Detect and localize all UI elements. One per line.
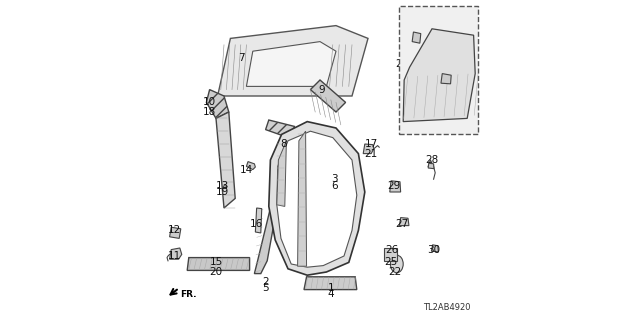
FancyBboxPatch shape (399, 6, 479, 134)
Text: 2: 2 (262, 276, 269, 287)
Polygon shape (246, 162, 255, 170)
Polygon shape (254, 208, 277, 274)
Polygon shape (304, 277, 357, 290)
Polygon shape (364, 144, 374, 154)
Polygon shape (170, 227, 181, 238)
Polygon shape (266, 120, 294, 139)
Text: 21: 21 (365, 148, 378, 159)
Text: 10: 10 (203, 97, 216, 108)
Text: 12: 12 (168, 225, 181, 236)
Text: 17: 17 (365, 139, 378, 149)
Text: 26: 26 (385, 244, 399, 255)
Text: 22: 22 (388, 267, 402, 277)
Text: 30: 30 (427, 244, 440, 255)
Text: 15: 15 (209, 257, 223, 268)
Text: FR.: FR. (180, 290, 196, 299)
Polygon shape (223, 186, 227, 188)
Text: 9: 9 (318, 84, 325, 95)
Ellipse shape (390, 255, 403, 273)
Text: 25: 25 (384, 257, 397, 268)
Polygon shape (206, 90, 229, 118)
Text: 4: 4 (328, 289, 335, 300)
Text: 13: 13 (216, 180, 229, 191)
Text: 18: 18 (203, 107, 216, 117)
Text: 6: 6 (331, 180, 338, 191)
Polygon shape (298, 131, 307, 266)
Text: 3: 3 (331, 174, 338, 184)
Polygon shape (218, 26, 368, 96)
Circle shape (224, 262, 228, 266)
Polygon shape (255, 208, 262, 233)
Polygon shape (216, 112, 236, 208)
Polygon shape (399, 218, 409, 226)
Circle shape (207, 262, 211, 266)
Polygon shape (390, 181, 401, 192)
Polygon shape (277, 131, 357, 267)
Text: 28: 28 (426, 155, 438, 165)
Polygon shape (269, 122, 365, 275)
Polygon shape (187, 258, 250, 270)
Text: 16: 16 (250, 219, 262, 229)
Text: 24: 24 (432, 81, 445, 92)
Text: 11: 11 (168, 251, 181, 261)
FancyBboxPatch shape (384, 248, 397, 261)
Polygon shape (310, 80, 346, 112)
Text: 1: 1 (328, 283, 335, 293)
Text: 19: 19 (216, 187, 229, 197)
Circle shape (198, 262, 202, 266)
Polygon shape (403, 29, 475, 122)
Circle shape (233, 262, 237, 266)
Circle shape (216, 262, 220, 266)
Circle shape (190, 262, 194, 266)
Text: 23: 23 (395, 59, 408, 69)
Text: 8: 8 (280, 139, 287, 149)
Polygon shape (428, 163, 434, 169)
Polygon shape (246, 42, 336, 86)
Polygon shape (277, 141, 287, 206)
Text: 27: 27 (395, 219, 408, 229)
Text: 29: 29 (387, 180, 400, 191)
Circle shape (241, 262, 245, 266)
Text: 5: 5 (262, 283, 269, 293)
Polygon shape (441, 74, 451, 84)
Text: 14: 14 (240, 164, 253, 175)
Polygon shape (170, 248, 182, 259)
Polygon shape (412, 32, 421, 43)
Text: 24: 24 (410, 36, 422, 47)
Polygon shape (431, 245, 438, 252)
Text: TL2AB4920: TL2AB4920 (423, 303, 470, 312)
Text: 20: 20 (209, 267, 223, 277)
Text: 7: 7 (238, 52, 245, 63)
